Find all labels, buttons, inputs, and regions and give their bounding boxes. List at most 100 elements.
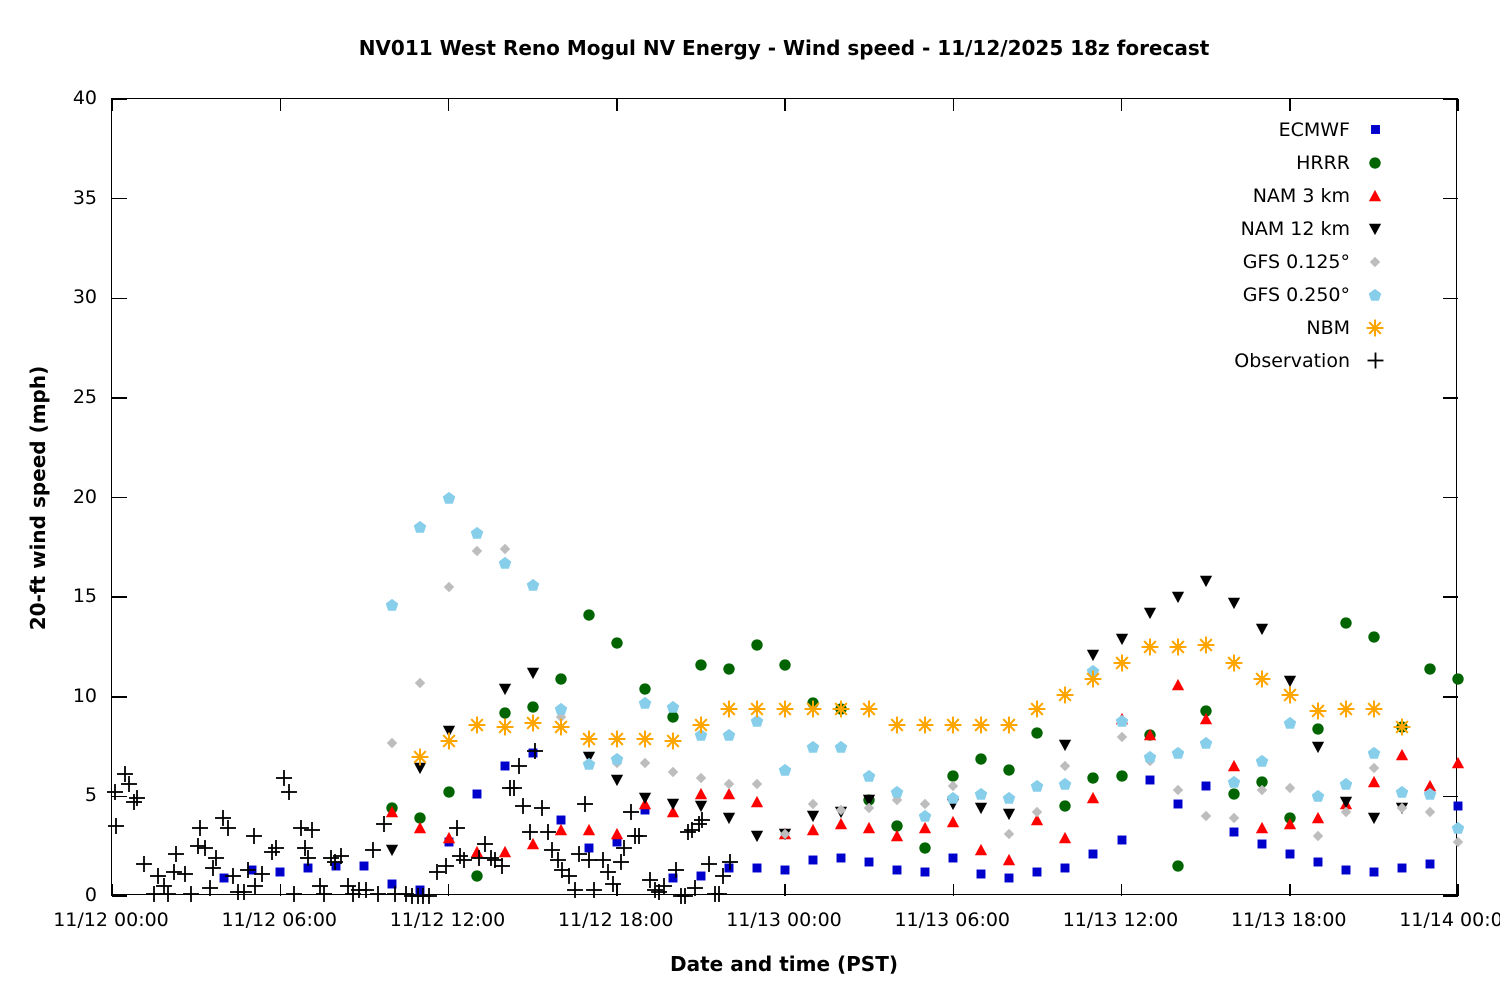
data-point-observation [322, 850, 339, 867]
data-point-ecmwf [1059, 862, 1072, 875]
data-point-nbm [1141, 638, 1159, 656]
data-point-hrrr [918, 841, 932, 855]
data-point-ecmwf [1339, 864, 1352, 877]
data-point-hrrr [1002, 763, 1016, 777]
x-tick-mark-bottom [447, 884, 450, 896]
data-point-hrrr [526, 700, 540, 714]
data-point-gfs-0-125 [835, 804, 847, 816]
data-point-nbm [1197, 636, 1215, 654]
data-point-observation [196, 840, 213, 857]
data-point-nam-12-km [1115, 632, 1129, 646]
data-point-ecmwf [1395, 862, 1408, 875]
data-point-observation [276, 770, 293, 787]
data-point-observation [544, 842, 561, 859]
legend-marker-pentagon-icon [1366, 286, 1384, 304]
data-point-nam-3-km [554, 823, 568, 837]
data-point-nam-12-km [1227, 596, 1241, 610]
data-point-observation [364, 842, 381, 859]
data-point-nam-3-km [526, 837, 540, 851]
data-point-observation [155, 878, 172, 895]
data-point-ecmwf [1031, 866, 1044, 879]
data-point-nbm [1365, 700, 1383, 718]
y-tick-mark-right [1443, 696, 1458, 698]
data-point-observation [448, 820, 465, 837]
y-tick-label: 15 [72, 585, 97, 608]
data-point-nam-3-km [1199, 712, 1213, 726]
data-point-gfs-0-250 [1283, 716, 1297, 730]
data-point-ecmwf [1003, 872, 1016, 885]
data-point-ecmwf [975, 868, 988, 881]
data-point-observation [297, 840, 314, 857]
data-point-observation [150, 868, 167, 885]
data-point-gfs-0-250 [1451, 821, 1465, 835]
data-point-nam-3-km [666, 805, 680, 819]
data-point-nbm [888, 716, 906, 734]
data-point-observation [482, 850, 499, 867]
data-point-nam-12-km [806, 809, 820, 823]
data-point-gfs-0-250 [1255, 754, 1269, 768]
data-point-observation [622, 804, 639, 821]
data-point-ecmwf [1143, 774, 1156, 787]
data-point-hrrr [694, 658, 708, 672]
data-point-nam-3-km [1058, 831, 1072, 845]
data-point-observation [204, 860, 221, 877]
x-tick-mark-top [616, 99, 618, 111]
data-point-observation [311, 878, 328, 895]
data-point-nam-12-km [1058, 738, 1072, 752]
data-point-gfs-0-250 [498, 556, 512, 570]
data-point-ecmwf [694, 870, 707, 883]
data-point-nam-12-km [1367, 811, 1381, 825]
data-point-observation [437, 858, 454, 875]
data-point-nbm [636, 730, 654, 748]
data-point-gfs-0-125 [667, 766, 679, 778]
x-tick-label: 11/14 00:00 [1399, 909, 1500, 931]
data-point-nam-12-km [694, 799, 708, 813]
data-point-nbm [1169, 638, 1187, 656]
data-point-hrrr [1367, 630, 1381, 644]
data-point-ecmwf [498, 760, 511, 773]
data-point-gfs-0-125 [947, 780, 959, 792]
y-tick-mark-right [1443, 197, 1458, 200]
data-point-gfs-0-125 [807, 798, 819, 810]
data-point-observation [168, 846, 185, 863]
data-point-ecmwf [610, 836, 623, 849]
legend-row-observation: Observation [1234, 344, 1384, 377]
data-point-gfs-0-125 [1256, 784, 1268, 796]
data-point-nam-3-km [1002, 853, 1016, 867]
data-point-gfs-0-125 [386, 737, 398, 749]
data-point-gfs-0-125 [414, 677, 426, 689]
data-point-ecmwf [1199, 780, 1212, 793]
data-point-ecmwf [414, 884, 427, 897]
data-point-gfs-0-125 [1312, 830, 1324, 842]
data-point-observation [701, 856, 718, 873]
data-point-observation [722, 854, 739, 871]
data-point-observation [561, 868, 578, 885]
data-point-nbm [580, 730, 598, 748]
data-point-ecmwf [891, 864, 904, 877]
data-point-gfs-0-125 [1172, 784, 1184, 796]
data-point-nam-3-km [1283, 817, 1297, 831]
data-point-gfs-0-125 [863, 802, 875, 814]
data-point-observation [370, 886, 387, 903]
data-point-ecmwf [1367, 866, 1380, 879]
chart-title: NV011 West Reno Mogul NV Energy - Wind s… [358, 36, 1210, 60]
legend-marker-asterisk-icon [1366, 319, 1384, 337]
legend-label: ECMWF [1278, 118, 1350, 141]
data-point-gfs-0-250 [470, 526, 484, 540]
data-point-ecmwf [1423, 858, 1436, 871]
legend-row-nbm: NBM [1234, 311, 1384, 344]
data-point-hrrr [1171, 859, 1185, 873]
data-point-hrrr [554, 672, 568, 686]
x-tick-label: 11/12 06:00 [221, 909, 338, 931]
data-point-nam-12-km [862, 793, 876, 807]
data-point-observation [376, 816, 393, 833]
data-point-gfs-0-125 [471, 545, 483, 557]
y-tick-mark-left [112, 696, 127, 698]
data-point-nam-3-km [1255, 821, 1269, 835]
data-point-gfs-0-250 [638, 696, 652, 710]
data-point-ecmwf [722, 862, 735, 875]
data-point-gfs-0-250 [806, 740, 820, 754]
data-point-observation [506, 780, 523, 797]
x-tick-label: 11/13 18:00 [1230, 909, 1347, 931]
